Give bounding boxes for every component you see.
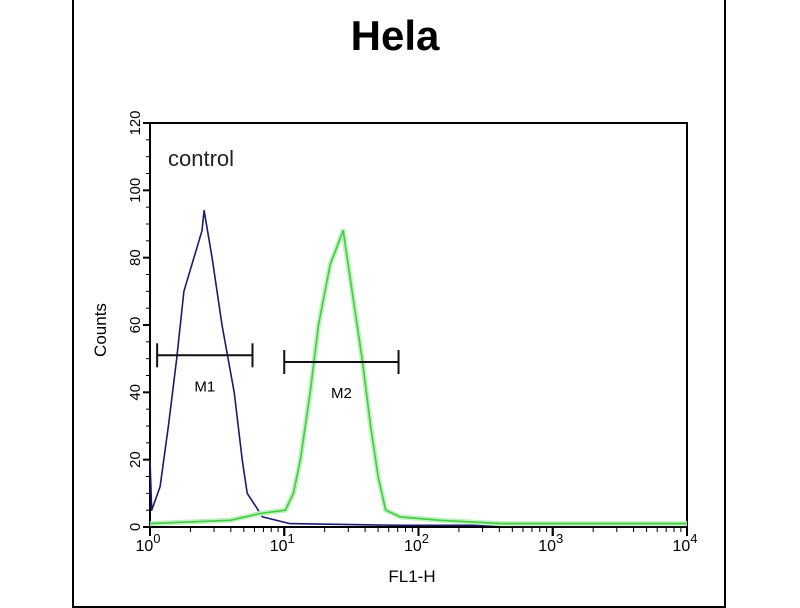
x-tick-label: 101 [270, 531, 295, 555]
series-line-1 [149, 209, 687, 527]
y-tick-label: 120 [127, 110, 144, 135]
plot-area [149, 122, 688, 528]
chart-title: Hela [351, 12, 440, 59]
x-tick-label: 103 [538, 531, 563, 555]
x-axis-label: FL1-H [388, 567, 435, 586]
y-tick-label: 100 [127, 178, 144, 203]
marker-label: M1 [194, 378, 215, 395]
y-tick-label: 40 [127, 384, 144, 401]
y-tick-label: 80 [127, 249, 144, 266]
marker-label: M2 [331, 385, 352, 402]
y-axis-label: Counts [91, 303, 110, 357]
x-tick-label: 102 [404, 531, 429, 555]
series-glow [149, 228, 687, 527]
y-tick-label: 0 [127, 523, 144, 531]
x-tick-label: 104 [672, 531, 697, 555]
series-line-2 [149, 229, 687, 525]
annotation-control: control [168, 146, 234, 171]
x-tick-label: 100 [135, 531, 160, 555]
y-tick-label: 20 [127, 451, 144, 468]
y-tick-label: 60 [127, 317, 144, 334]
